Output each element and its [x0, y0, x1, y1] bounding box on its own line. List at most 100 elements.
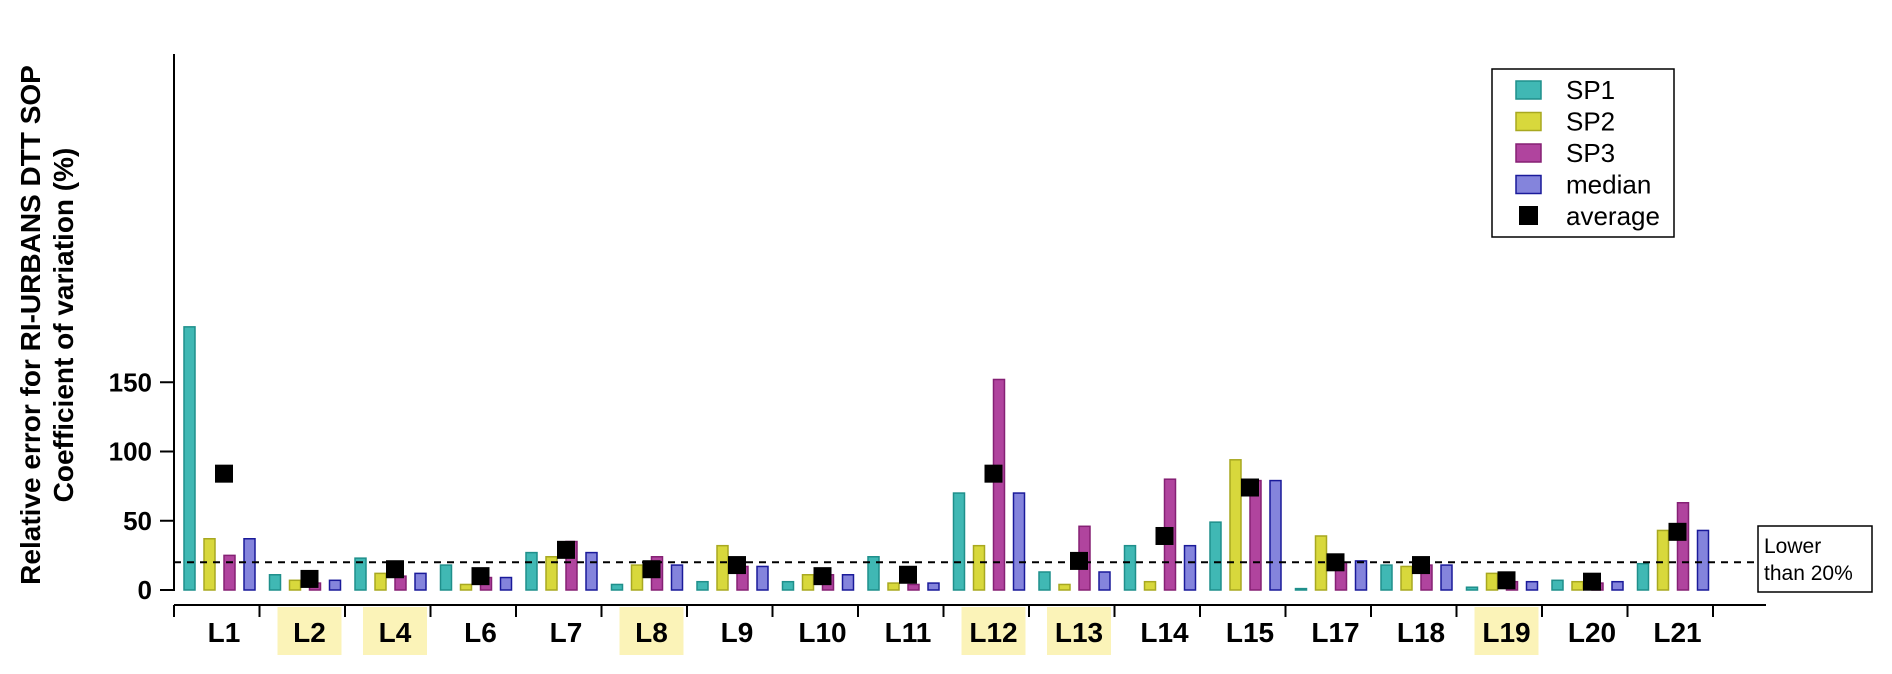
- bar-median-L19: [1525, 580, 1539, 591]
- legend-label-average: average: [1566, 201, 1660, 231]
- category-highlight-L19: [1474, 607, 1539, 655]
- threshold-note: Lower than 20%: [1757, 525, 1873, 593]
- bar-SP1-L20: [1551, 579, 1564, 591]
- bar-median-L12: [1012, 492, 1026, 591]
- legend-swatch-SP2: [1515, 111, 1542, 132]
- bar-median-L9: [756, 565, 769, 591]
- bar-SP3-L15: [1249, 479, 1262, 591]
- category-label-L6: L6: [464, 617, 497, 648]
- bar-median-L10: [841, 574, 855, 591]
- bar-median-L15: [1269, 479, 1282, 591]
- bar-SP3-L11: [907, 583, 920, 591]
- bar-median-L11: [927, 582, 940, 591]
- category-label-L11: L11: [885, 617, 932, 648]
- average-marker-L11: [899, 565, 917, 584]
- category-label-L1: L1: [208, 617, 241, 648]
- bar-median-L18: [1440, 564, 1453, 591]
- bar-SP3-L12: [992, 378, 1006, 591]
- bar-SP1-L17: [1294, 587, 1308, 591]
- bar-SP1-L2: [268, 574, 282, 591]
- category-label-L2: L2: [293, 617, 326, 648]
- average-marker-L19: [1497, 571, 1516, 590]
- category-label-L19: L19: [1482, 617, 1530, 648]
- y-axis-title-line1: Relative error for RI-URBANS DTT SOP: [15, 65, 46, 585]
- bar-SP1-L11: [867, 556, 880, 591]
- bar-SP2-L8: [630, 564, 644, 591]
- category-label-L17: L17: [1311, 617, 1359, 648]
- category-highlight-L13: [1047, 607, 1111, 655]
- average-marker-L13: [1070, 551, 1088, 570]
- average-marker-L21: [1668, 522, 1687, 541]
- bar-SP3-L4: [394, 575, 407, 591]
- bar-SP2-L12: [972, 544, 986, 591]
- threshold-note-line1: Lower: [1764, 535, 1821, 558]
- bar-SP1-L7: [525, 551, 538, 591]
- threshold-note-line2: than 20%: [1764, 562, 1853, 585]
- category-labels: L1 L2 L4 L6 L7 L8 L9 L10 L11 L12 L13 L14 L15 L17 L18 L1…: [208, 617, 1702, 648]
- category-label-L9: L9: [721, 617, 754, 648]
- average-marker-L4: [386, 560, 404, 579]
- bar-SP2-L18: [1400, 565, 1413, 591]
- category-highlights: [277, 607, 1539, 655]
- average-marker-L14: [1155, 526, 1174, 545]
- bar-SP2-L11: [887, 582, 900, 591]
- category-label-L20: L20: [1568, 617, 1616, 648]
- bar-SP3-L21: [1676, 501, 1690, 591]
- average-marker-L2: [300, 569, 319, 588]
- category-label-L12: L12: [969, 617, 1017, 648]
- bar-SP2-L10: [801, 574, 815, 591]
- bar-SP2-L15: [1229, 459, 1242, 591]
- bar-SP1-L8: [610, 583, 624, 591]
- bars: [183, 326, 1710, 591]
- average-marker-L12: [984, 464, 1003, 483]
- average-marker-L7: [557, 540, 575, 559]
- bar-SP1-L1: [183, 326, 196, 591]
- bar-SP1-L21: [1636, 562, 1650, 591]
- category-label-L13: L13: [1055, 617, 1103, 648]
- y-tick-label: 0: [138, 575, 152, 605]
- category-label-L8: L8: [635, 617, 668, 648]
- bar-SP1-L13: [1038, 571, 1051, 591]
- category-highlight-L4: [363, 607, 427, 655]
- bar-SP1-L15: [1209, 521, 1222, 591]
- bar-SP2-L13: [1058, 583, 1071, 591]
- y-tick-label: 100: [109, 437, 152, 467]
- bar-SP2-L1: [203, 538, 216, 591]
- bar-SP2-L20: [1571, 580, 1584, 591]
- bar-SP2-L14: [1143, 580, 1157, 591]
- average-markers: [215, 464, 1687, 591]
- y-axis-title-line2: Coefficient of variation (%): [48, 148, 79, 503]
- legend-swatch-average: [1519, 206, 1538, 225]
- bar-SP2-L2: [288, 579, 302, 591]
- bar-SP2-L9: [716, 544, 729, 591]
- bar-SP1-L19: [1465, 586, 1479, 591]
- bar-median-L13: [1098, 571, 1111, 591]
- y-tick-label: 50: [123, 506, 152, 536]
- average-marker-L10: [813, 567, 832, 586]
- threshold-note-box: [1757, 525, 1873, 593]
- bar-SP1-L4: [354, 557, 367, 591]
- average-marker-L18: [1412, 556, 1430, 575]
- bar-SP1-L9: [696, 580, 709, 591]
- legend-swatch-median: [1515, 174, 1542, 195]
- bar-SP1-L6: [439, 564, 453, 591]
- y-axis-title: Relative error for RI-URBANS DTT SOP Coe…: [15, 65, 79, 585]
- bar-SP2-L19: [1485, 572, 1499, 591]
- bar-SP2-L7: [545, 556, 558, 591]
- average-marker-L20: [1583, 572, 1601, 591]
- category-label-L10: L10: [798, 617, 846, 648]
- x-ticks: [173, 605, 1714, 617]
- category-label-L14: L14: [1140, 617, 1189, 648]
- bar-SP1-L14: [1123, 544, 1137, 591]
- legend-label-median: median: [1566, 170, 1651, 200]
- average-marker-L1: [215, 464, 233, 483]
- category-label-L15: L15: [1226, 617, 1274, 648]
- bar-median-L17: [1354, 560, 1368, 591]
- legend-label-SP1: SP1: [1566, 75, 1615, 105]
- bar-median-L2: [328, 579, 342, 591]
- bar-median-L14: [1183, 544, 1197, 591]
- average-marker-L15: [1241, 478, 1259, 497]
- axes: [173, 54, 1766, 606]
- category-label-L7: L7: [550, 617, 583, 648]
